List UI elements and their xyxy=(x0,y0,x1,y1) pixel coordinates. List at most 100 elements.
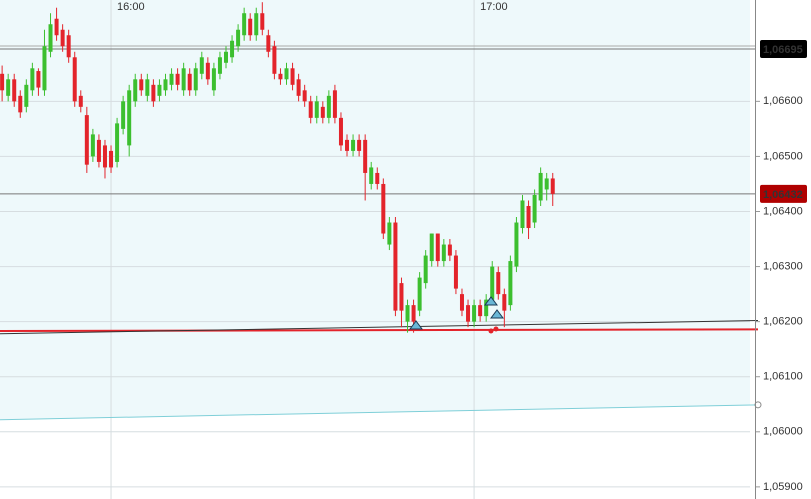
price-label: 1,06432 xyxy=(763,189,803,201)
candle-body xyxy=(302,90,307,102)
candle-body xyxy=(290,68,295,85)
candle-body xyxy=(496,272,501,295)
candle-body xyxy=(363,139,368,173)
candle-body xyxy=(526,205,531,229)
candle-body xyxy=(375,172,380,184)
plot-area: 16:00 17:00 xyxy=(0,0,762,499)
candle-body xyxy=(393,222,398,311)
candle-body xyxy=(520,200,525,229)
candle-body xyxy=(278,73,283,80)
candle-body xyxy=(6,79,11,96)
candle-body xyxy=(223,51,228,63)
candle-body xyxy=(254,13,259,36)
candle-body xyxy=(248,18,253,36)
trendline xyxy=(0,404,759,421)
candle-body xyxy=(127,90,132,146)
candle-body xyxy=(544,178,549,190)
candle-body xyxy=(441,244,446,262)
candle-body xyxy=(447,244,452,256)
candle-body xyxy=(381,183,386,234)
trendline xyxy=(0,328,759,333)
y-tick-label: 1,05900 xyxy=(763,481,803,493)
candle-body xyxy=(466,305,471,322)
x-tick-label: 17:00 xyxy=(480,1,508,13)
candle-body xyxy=(145,79,150,96)
candle-body xyxy=(399,283,404,311)
candle-body xyxy=(187,73,192,91)
candle-body xyxy=(357,139,362,151)
candle-body xyxy=(169,73,174,85)
candle-body xyxy=(211,68,216,91)
signal-arrow xyxy=(409,320,423,330)
candle-body xyxy=(550,178,555,194)
candle-body xyxy=(0,73,5,91)
candle-body xyxy=(242,13,247,36)
candle-body xyxy=(48,24,53,52)
candle-body xyxy=(272,46,277,74)
candle-body xyxy=(502,294,507,311)
signal-markers xyxy=(409,296,504,334)
candle-body xyxy=(260,13,265,30)
candle-body xyxy=(66,35,71,58)
candle-body xyxy=(84,115,89,165)
price-axis: 1,06600 1,06500 1,06400 1,06300 1,06200 1,061… xyxy=(755,0,807,499)
candle-body xyxy=(417,277,422,311)
candle-body xyxy=(36,71,41,88)
signal-dot xyxy=(493,326,499,332)
candle-body xyxy=(181,68,186,91)
candle-body xyxy=(478,305,483,317)
candle-body xyxy=(102,145,107,168)
y-tick-label: 1,06300 xyxy=(763,260,803,272)
candle-body xyxy=(109,150,114,168)
candle-body xyxy=(78,95,83,107)
y-tick-label: 1,06100 xyxy=(763,371,803,383)
y-tick-label: 1,06000 xyxy=(763,426,803,438)
candle-body xyxy=(121,101,126,129)
x-tick-label: 16:00 xyxy=(117,1,145,13)
candle-body xyxy=(435,233,440,262)
candle-body xyxy=(429,233,434,262)
y-tick-label: 1,06600 xyxy=(763,95,803,107)
candle-body xyxy=(314,101,319,118)
candle-body xyxy=(332,90,337,118)
candle-body xyxy=(308,101,313,118)
candle-body xyxy=(12,79,17,102)
candle-body xyxy=(18,95,23,113)
candle-body xyxy=(54,18,59,36)
candle-body xyxy=(139,79,144,91)
candle-body xyxy=(24,84,29,107)
candle-body xyxy=(532,194,537,223)
candle-body xyxy=(193,68,198,91)
candle-body xyxy=(133,79,138,102)
candle-body xyxy=(157,84,162,96)
price-label: 1,06695 xyxy=(763,44,803,56)
candle-body xyxy=(538,172,543,201)
plot-background xyxy=(0,0,750,420)
candle-body xyxy=(72,57,77,102)
candle-body xyxy=(508,261,513,306)
candle-body xyxy=(338,117,343,146)
candle-body xyxy=(484,299,489,317)
signal-arrow xyxy=(484,296,498,306)
y-tick-label: 1,06500 xyxy=(763,150,803,162)
candle-body xyxy=(205,62,210,80)
candle-body xyxy=(96,139,101,162)
candle-body xyxy=(326,95,331,118)
candle-body xyxy=(30,68,35,91)
candle-body xyxy=(320,106,325,118)
candle-body xyxy=(405,305,410,322)
signal-arrow xyxy=(490,309,504,319)
candle-body xyxy=(345,139,350,151)
candle-body xyxy=(42,46,47,91)
price-label-box xyxy=(760,40,807,59)
candle-body xyxy=(266,35,271,52)
candle-body xyxy=(199,57,204,74)
candle-body xyxy=(490,266,495,300)
candle-body xyxy=(423,255,428,284)
candle-body xyxy=(453,255,458,289)
candle-body xyxy=(472,305,477,322)
candle-body xyxy=(411,305,416,322)
candle-body xyxy=(90,134,95,157)
